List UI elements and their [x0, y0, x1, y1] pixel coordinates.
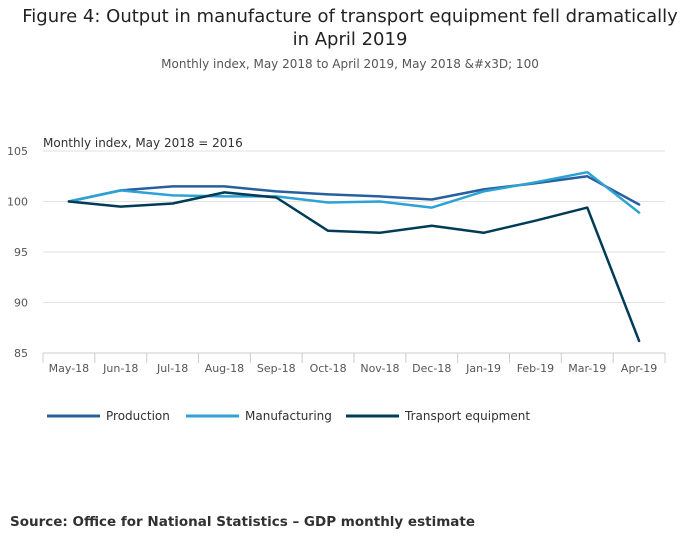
- chart-subtitle: Monthly index, May 2018 to April 2019, M…: [161, 57, 539, 71]
- x-tick-label: Jun-18: [102, 362, 138, 375]
- legend-label[interactable]: Production: [106, 409, 170, 423]
- legend-label[interactable]: Transport equipment: [404, 409, 530, 423]
- y-tick-label: 85: [14, 347, 28, 360]
- x-tick-label: Nov-18: [360, 362, 399, 375]
- source-note: Source: Office for National Statistics –…: [10, 514, 475, 530]
- y-tick-label: 105: [7, 145, 28, 158]
- x-tick-label: Aug-18: [205, 362, 244, 375]
- x-tick-label: Oct-18: [310, 362, 347, 375]
- x-tick-label: Dec-18: [412, 362, 451, 375]
- x-tick-label: Sep-18: [257, 362, 296, 375]
- x-tick-label: Jul-18: [156, 362, 188, 375]
- chart-title: Figure 4: Output in manufacture of trans…: [22, 6, 678, 50]
- x-tick-label: Mar-19: [568, 362, 606, 375]
- series-line-manufacturing[interactable]: [67, 170, 641, 214]
- legend-label[interactable]: Manufacturing: [245, 409, 332, 423]
- y-axis-label: Monthly index, May 2018 = 2016: [43, 136, 243, 150]
- y-tick-label: 100: [7, 196, 28, 209]
- x-tick-label: May-18: [49, 362, 90, 375]
- x-tick-label: Jan-19: [465, 362, 501, 375]
- x-tick-label: Feb-19: [517, 362, 554, 375]
- y-tick-label: 90: [14, 297, 28, 310]
- y-tick-label: 95: [14, 246, 28, 259]
- series-line-transport-equipment[interactable]: [67, 191, 641, 343]
- x-tick-label: Apr-19: [621, 362, 657, 375]
- series-line-production[interactable]: [67, 175, 641, 206]
